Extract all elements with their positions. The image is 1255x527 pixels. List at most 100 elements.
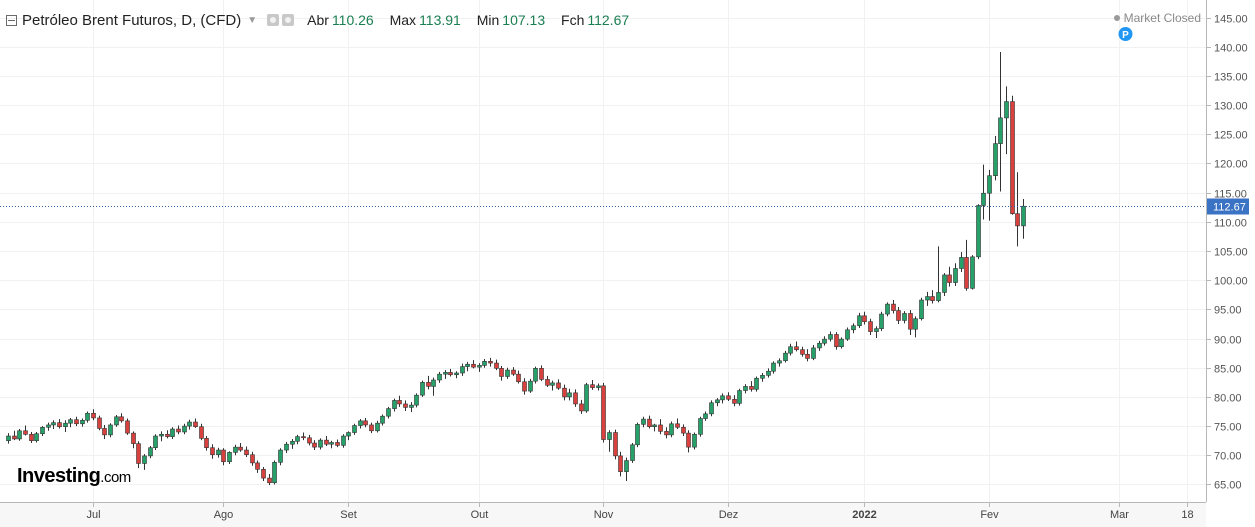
candle-body: [142, 455, 147, 464]
candle-body: [153, 435, 158, 449]
instrument-title[interactable]: Petróleo Brent Futuros, D, (CFD): [22, 11, 242, 29]
candle-body: [284, 443, 289, 451]
candle-body: [460, 366, 465, 374]
candle-body: [290, 440, 295, 445]
candle-body: [499, 368, 504, 377]
candle-body: [698, 418, 703, 435]
logo-brand: Investing: [17, 465, 101, 487]
candle-body: [1010, 101, 1015, 214]
candle-body: [74, 419, 79, 425]
candle-body: [114, 416, 119, 426]
candle-body: [301, 436, 306, 439]
candle-body: [108, 424, 113, 436]
candle-body: [358, 420, 363, 426]
candle-body: [312, 442, 317, 448]
candle-body: [148, 447, 153, 457]
candle-body: [533, 368, 538, 382]
chevron-down-icon[interactable]: ▼: [247, 14, 258, 26]
candle-body: [777, 360, 782, 364]
candle-body: [318, 439, 323, 448]
candle-body: [562, 387, 567, 398]
candle-body: [488, 361, 493, 364]
x-tick-label: Dez: [719, 509, 739, 521]
candle-body: [885, 303, 890, 315]
candle-body: [136, 443, 141, 464]
candle-body: [788, 346, 793, 354]
candle-body: [51, 422, 56, 426]
candle-body: [403, 403, 408, 408]
candle-body: [817, 342, 822, 349]
candle-body: [647, 418, 652, 428]
candle-body: [176, 428, 181, 433]
candle-body: [6, 435, 11, 442]
candle-body: [658, 424, 663, 432]
candle-body: [630, 444, 635, 461]
candle-body: [811, 347, 816, 359]
candle-body: [267, 477, 272, 484]
candle-body: [426, 382, 431, 387]
event-marker[interactable]: P: [1118, 27, 1133, 41]
candle-body: [23, 430, 28, 435]
y-tick-label: 145.00: [1214, 14, 1248, 26]
candle-body: [800, 349, 805, 355]
low-value: 107.13: [502, 12, 546, 28]
candle-body: [976, 205, 981, 258]
candle-body: [981, 192, 986, 206]
candle-body: [465, 363, 470, 367]
candle-body: [204, 438, 209, 449]
candle-body: [34, 433, 39, 442]
settings-icon[interactable]: [267, 14, 280, 26]
candle-body: [590, 384, 595, 388]
candle-body: [760, 375, 765, 379]
candle-body: [851, 325, 856, 331]
candle-body: [255, 462, 260, 470]
candle-body: [964, 257, 969, 289]
candle-body: [238, 446, 243, 451]
candle-body: [675, 423, 680, 428]
high-label: Max: [389, 12, 417, 28]
candle-body: [386, 408, 391, 417]
candle-body: [511, 369, 516, 375]
last-price-badge-label: 112.67: [1213, 202, 1246, 214]
candle-body: [131, 432, 136, 444]
candle-body: [244, 449, 249, 456]
x-tick-label: Fev: [980, 509, 999, 521]
candle-body: [556, 382, 561, 389]
candle-body: [936, 292, 941, 301]
y-tick-label: 120.00: [1214, 159, 1248, 171]
candle-body: [295, 436, 300, 442]
candle-body: [250, 454, 255, 464]
candle-body: [324, 439, 329, 445]
candle-body: [681, 426, 686, 434]
y-tick-label: 135.00: [1214, 72, 1248, 84]
candle-body: [692, 433, 697, 448]
candle-body: [125, 420, 130, 434]
candle-body: [919, 299, 924, 320]
low-label: Min: [476, 12, 500, 28]
candle-body: [567, 392, 572, 398]
candle-body: [754, 377, 759, 390]
collapse-icon[interactable]: [6, 14, 17, 26]
x-tick-label: 2022: [852, 509, 876, 521]
candle-body: [437, 373, 442, 381]
candle-body: [227, 452, 232, 463]
candle-body: [1015, 213, 1020, 227]
candle-body: [278, 449, 283, 463]
candle-body: [584, 384, 589, 412]
candle-body: [828, 334, 833, 340]
x-tick-label: Jul: [86, 509, 100, 521]
candle-body: [613, 432, 618, 457]
y-tick-label: 125.00: [1214, 130, 1248, 142]
candle-body: [477, 365, 482, 368]
candle-body: [522, 381, 527, 392]
candle-body: [857, 315, 862, 327]
candles-layer: [6, 51, 1026, 486]
gear-icon[interactable]: [282, 14, 295, 26]
candle-body: [902, 313, 907, 321]
x-tick-label: Set: [340, 509, 357, 521]
candle-body: [380, 415, 385, 424]
candle-body: [448, 372, 453, 376]
candle-body: [845, 329, 850, 340]
close-label: Fch: [561, 12, 585, 28]
